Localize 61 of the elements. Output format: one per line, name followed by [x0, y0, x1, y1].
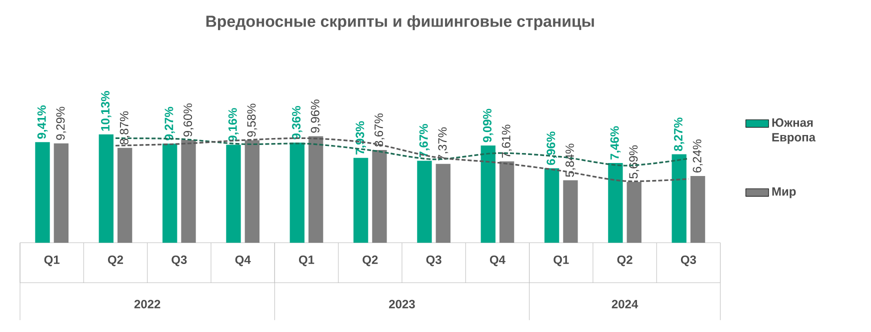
bar	[54, 143, 69, 243]
bar	[244, 140, 260, 243]
bar	[308, 136, 324, 243]
x-tick-label: Q2	[617, 255, 632, 266]
data-label: 7,61%	[502, 124, 512, 158]
data-label: 8,67%	[374, 113, 384, 146]
bar	[372, 150, 387, 243]
bar	[181, 140, 196, 243]
data-label: 9,27%	[164, 106, 175, 140]
data-label: 7,46%	[610, 126, 621, 160]
bar	[690, 176, 706, 243]
bar	[672, 154, 686, 243]
bar	[417, 160, 432, 243]
bar	[563, 180, 578, 243]
legend-label: Мир	[772, 187, 796, 198]
data-label: 9,41%	[37, 105, 48, 139]
data-label: 9,96%	[310, 100, 321, 133]
x-tick-label: Q4	[490, 255, 506, 266]
bar	[436, 164, 450, 243]
bar	[499, 161, 514, 243]
bar	[608, 162, 623, 243]
x-tick-label: Q1	[554, 255, 569, 266]
data-label: 7,37%	[438, 127, 448, 160]
bar	[353, 158, 368, 243]
data-label: 10,13%	[101, 90, 112, 131]
data-label: 6,96%	[546, 132, 557, 165]
x-tick-label: Q2	[108, 255, 124, 266]
bar	[162, 144, 178, 243]
x-tick-label: Q4	[235, 255, 251, 266]
x-tick-label: Q1	[298, 255, 314, 266]
chart-title: Вредоносные скрипты и фишинговые страницы	[206, 15, 594, 30]
data-label: 9,29%	[56, 106, 66, 140]
bar	[626, 182, 642, 243]
data-label: 9,60%	[184, 103, 194, 136]
data-label: 6,24%	[692, 139, 703, 172]
legend-label: Южная Европа	[772, 118, 816, 144]
text: 2024	[612, 300, 638, 308]
x-tick-label: Q3	[426, 255, 442, 266]
data-label: 7,67%	[419, 124, 430, 158]
data-label: 8,87%	[120, 111, 130, 144]
data-label: 9,09%	[483, 108, 494, 142]
data-label: 9,36%	[292, 106, 302, 140]
bar	[35, 142, 50, 243]
bar	[290, 142, 304, 243]
bar	[118, 148, 132, 243]
x-tick-label: Q2	[362, 255, 378, 266]
data-label: 8,27%	[674, 118, 684, 151]
data-label: 5,69%	[629, 145, 640, 178]
data-label: 7,93%	[356, 121, 366, 154]
bar	[226, 144, 241, 243]
x-tick-label: Q3	[680, 255, 696, 266]
text: 2023	[389, 300, 415, 308]
bar	[544, 168, 560, 243]
x-tick-label: Q1	[44, 255, 60, 266]
text: 2022	[134, 300, 160, 308]
bar	[98, 134, 114, 243]
data-label: 5,84%	[566, 144, 576, 177]
x-tick-label: Q3	[172, 255, 187, 266]
data-label: 9,16%	[228, 108, 239, 142]
bar	[480, 145, 496, 243]
data-label: 9,58%	[247, 104, 258, 137]
